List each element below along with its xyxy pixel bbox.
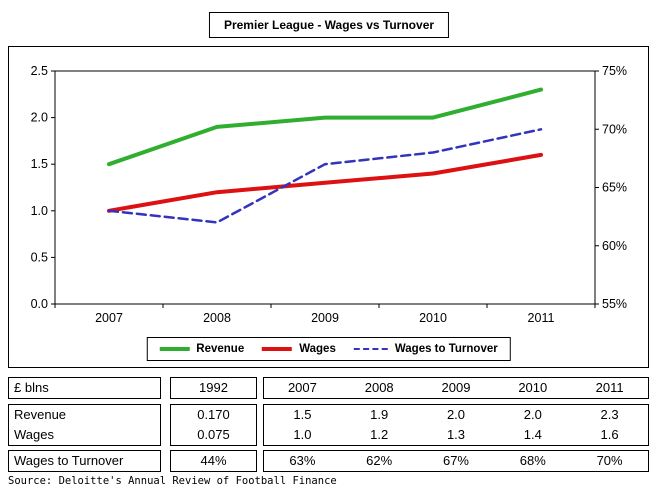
table-base-year-header: 1992 <box>170 377 257 399</box>
row-label-wages-to-turnover: Wages to Turnover <box>8 450 161 472</box>
legend-label-wages: Wages <box>299 343 336 355</box>
wages-line-swatch <box>262 347 293 351</box>
wages-values-row: 1.0 1.2 1.3 1.4 1.6 <box>264 425 648 445</box>
chart-title: Premier League - Wages vs Turnover <box>208 12 450 38</box>
year-header: 2008 <box>364 380 394 395</box>
svg-text:75%: 75% <box>602 64 627 78</box>
revenue-value: 2.0 <box>446 407 466 422</box>
wages-to-turnover-value: 62% <box>366 453 393 468</box>
svg-text:65%: 65% <box>602 181 627 195</box>
legend-label-wages-to-turnover: Wages to Turnover <box>394 343 498 355</box>
wages-to-turnover-value: 67% <box>442 453 469 468</box>
svg-text:0.5: 0.5 <box>31 250 48 264</box>
legend-item-revenue: Revenue <box>159 343 244 355</box>
table-years-header: 2007 2008 2009 2010 2011 <box>263 377 649 399</box>
revenue-value: 2.3 <box>600 407 619 422</box>
revenue-line-swatch <box>159 347 190 351</box>
wages-value: 1.6 <box>600 427 619 442</box>
wages-to-turnover-value: 70% <box>596 453 623 468</box>
wages-to-turnover-value: 68% <box>519 453 546 468</box>
svg-text:0.0: 0.0 <box>31 297 48 311</box>
svg-text:2010: 2010 <box>419 311 447 325</box>
wages-base-value: 0.075 <box>197 427 230 442</box>
table-year-values: 1.5 1.9 2.0 2.0 2.3 1.0 1.2 1.3 1.4 1.6 <box>263 404 649 446</box>
wages-to-turnover-value: 63% <box>289 453 316 468</box>
row-label-revenue: Revenue <box>14 407 67 422</box>
svg-text:2008: 2008 <box>203 311 231 325</box>
wages-value: 1.4 <box>523 427 542 442</box>
legend-item-wages: Wages <box>262 343 336 355</box>
legend-label-revenue: Revenue <box>196 343 245 355</box>
row-label-wages: Wages <box>14 427 54 442</box>
revenue-base-value: 0.170 <box>197 407 230 422</box>
wages-to-turnover-line <box>107 128 543 224</box>
revenue-line <box>107 87 543 167</box>
revenue-value: 2.0 <box>523 407 542 422</box>
svg-text:1.0: 1.0 <box>31 204 48 218</box>
wages-to-turnover-values: 63% 62% 67% 68% 70% <box>263 450 649 472</box>
svg-text:55%: 55% <box>602 297 627 311</box>
revenue-value: 1.5 <box>293 407 312 422</box>
chart-area: 0.0 0.5 1.0 1.5 2.0 2.5 55% 60% 65% 70% 75% 2007 200… <box>8 46 649 368</box>
wages-to-turnover-base-value: 44% <box>170 450 257 472</box>
legend-item-wages-to-turnover: Wages to Turnover <box>353 343 498 355</box>
source-citation: Source: Deloitte's Annual Review of Foot… <box>8 475 337 487</box>
wages-to-turnover-line-swatch <box>353 348 388 350</box>
wages-value: 1.3 <box>446 427 466 442</box>
wages-line <box>107 152 543 213</box>
chart-legend: Revenue Wages Wages to Turnover <box>146 337 511 361</box>
svg-text:70%: 70% <box>602 122 627 136</box>
table-base-values: 0.170 0.075 <box>170 404 257 446</box>
year-header: 2010 <box>518 380 548 395</box>
svg-text:2007: 2007 <box>95 311 123 325</box>
wages-value: 1.2 <box>370 427 389 442</box>
svg-text:2009: 2009 <box>311 311 339 325</box>
table-unit-header: £ blns <box>8 377 161 399</box>
svg-text:2011: 2011 <box>528 311 555 325</box>
wages-value: 1.0 <box>293 427 312 442</box>
svg-text:1.5: 1.5 <box>31 157 48 171</box>
revenue-values-row: 1.5 1.9 2.0 2.0 2.3 <box>264 405 648 425</box>
revenue-value: 1.9 <box>370 407 389 422</box>
year-header: 2011 <box>595 380 624 395</box>
year-header: 2007 <box>287 380 317 395</box>
table-row-labels: Revenue Wages <box>8 404 161 446</box>
svg-text:60%: 60% <box>602 239 627 253</box>
svg-text:2.0: 2.0 <box>31 111 48 125</box>
year-header: 2009 <box>441 380 471 395</box>
svg-text:2.5: 2.5 <box>31 64 48 78</box>
chart-canvas: 0.0 0.5 1.0 1.5 2.0 2.5 55% 60% 65% 70% 75% 2007 200… <box>31 64 627 325</box>
